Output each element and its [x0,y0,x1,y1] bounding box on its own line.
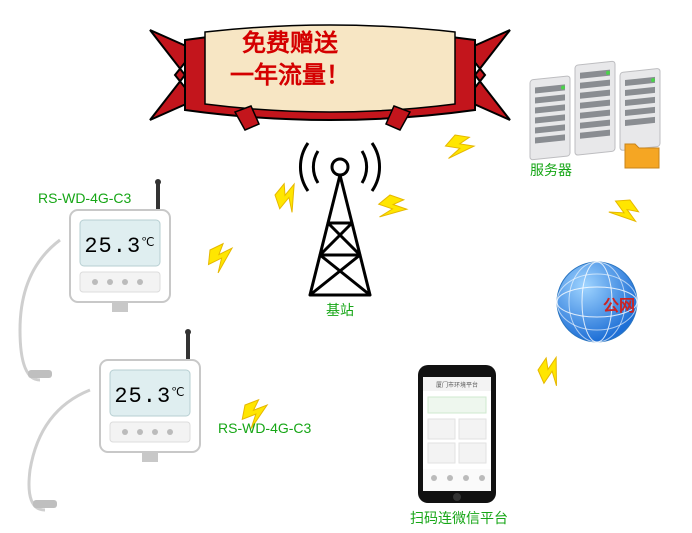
device-top-label: RS-WD-4G-C3 [38,190,131,206]
server-label: 服务器 [530,160,572,180]
phone-label: 扫码连微信平台 [410,508,508,528]
base-station-icon [300,143,379,295]
device-bottom-label: RS-WD-4G-C3 [218,420,311,436]
banner-text: 免费赠送 一年流量！ [200,28,380,93]
svg-text:厦门市环境平台: 厦门市环境平台 [436,381,478,389]
sensor-device-bottom: 25.3℃ [29,329,200,510]
banner-line2: 一年流量！ [230,63,350,89]
globe-label: 公网 [603,292,635,316]
sensor-device-top: 25.3℃ [20,179,170,380]
banner-line1: 免费赠送 [242,31,338,57]
server-icon [530,56,660,168]
phone-icon: 厦门市环境平台 [418,365,496,503]
base-station-label: 基站 [326,300,354,320]
